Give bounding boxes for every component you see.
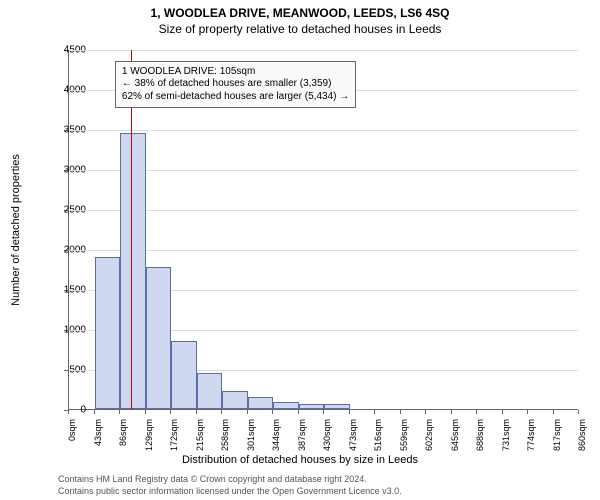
xtick-label: 559sqm [399,419,409,451]
histogram-bar [222,391,248,409]
histogram-bar [299,404,325,409]
xtick-label: 387sqm [297,419,307,451]
xtick-label: 817sqm [552,419,562,451]
annotation-line: ← 38% of detached houses are smaller (3,… [122,78,349,91]
xtick-mark [196,410,197,414]
xtick-label: 129sqm [144,419,154,451]
gridline [69,130,578,131]
xtick-label: 215sqm [195,419,205,451]
xtick-label: 688sqm [475,419,485,451]
credits-line-1: Contains HM Land Registry data © Crown c… [58,474,588,485]
xtick-label: 43sqm [93,419,103,446]
xtick-mark [119,410,120,414]
histogram-bar [171,341,197,409]
xtick-label: 172sqm [169,419,179,451]
xtick-label: 301sqm [246,419,256,451]
histogram-bar [120,133,146,409]
plot-area: 1 WOODLEA DRIVE: 105sqm← 38% of detached… [68,50,578,410]
xtick-label: 473sqm [348,419,358,451]
xtick-mark [94,410,95,414]
y-axis-label-wrap: Number of detached properties [10,50,22,410]
credits-line-2: Contains public sector information licen… [58,486,588,497]
chart-title-main: 1, WOODLEA DRIVE, MEANWOOD, LEEDS, LS6 4… [0,6,600,20]
xtick-mark [145,410,146,414]
histogram-bar [273,402,299,409]
histogram-bar [95,257,121,409]
xtick-mark [68,410,69,414]
histogram-bar [324,404,350,409]
xtick-mark [502,410,503,414]
xtick-label: 86sqm [118,419,128,446]
xtick-mark [349,410,350,414]
chart-container: 1, WOODLEA DRIVE, MEANWOOD, LEEDS, LS6 4… [0,0,600,500]
histogram-bar [248,397,274,409]
ytick-label: 0 [46,405,86,416]
histogram-bar [197,373,223,409]
xtick-mark [578,410,579,414]
xtick-mark [298,410,299,414]
xtick-mark [476,410,477,414]
xtick-mark [323,410,324,414]
xtick-label: 860sqm [577,419,587,451]
xtick-mark [374,410,375,414]
xtick-label: 258sqm [220,419,230,451]
xtick-mark [451,410,452,414]
gridline [69,50,578,51]
xtick-label: 774sqm [526,419,536,451]
xtick-label: 645sqm [450,419,460,451]
annotation-line: 1 WOODLEA DRIVE: 105sqm [122,66,349,79]
histogram-bar [146,267,172,409]
xtick-label: 430sqm [322,419,332,451]
xtick-label: 516sqm [373,419,383,451]
xtick-mark [272,410,273,414]
annotation-line: 62% of semi-detached houses are larger (… [122,91,349,104]
xtick-label: 0sqm [67,419,77,441]
xtick-label: 602sqm [424,419,434,451]
xtick-mark [527,410,528,414]
xtick-label: 344sqm [271,419,281,451]
annotation-box: 1 WOODLEA DRIVE: 105sqm← 38% of detached… [115,61,356,109]
xtick-label: 731sqm [501,419,511,451]
x-axis-label: Distribution of detached houses by size … [0,454,600,466]
xtick-mark [170,410,171,414]
xtick-mark [425,410,426,414]
xtick-mark [221,410,222,414]
y-axis-label: Number of detached properties [10,154,22,306]
xtick-mark [400,410,401,414]
chart-title-sub: Size of property relative to detached ho… [0,22,600,36]
xtick-mark [247,410,248,414]
xtick-mark [553,410,554,414]
